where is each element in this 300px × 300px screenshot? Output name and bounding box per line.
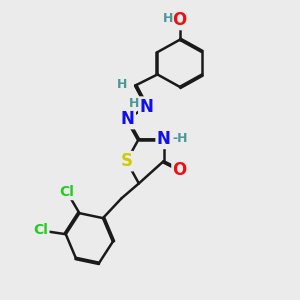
Text: Cl: Cl <box>34 224 49 238</box>
Text: N: N <box>139 98 153 116</box>
Text: S: S <box>121 152 133 170</box>
Text: H: H <box>117 78 128 91</box>
Text: H: H <box>129 97 139 110</box>
Text: H: H <box>162 12 173 25</box>
Text: -H: -H <box>172 132 188 146</box>
Text: N: N <box>121 110 135 128</box>
Text: O: O <box>172 161 187 179</box>
Text: O: O <box>172 11 187 29</box>
Text: N: N <box>157 130 171 148</box>
Text: Cl: Cl <box>60 185 74 199</box>
